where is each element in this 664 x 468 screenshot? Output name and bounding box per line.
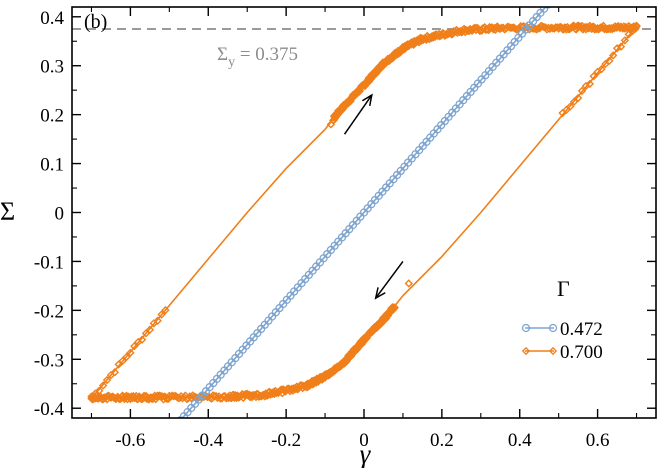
series-0700-marker: [593, 67, 602, 77]
series-0700-marker: [114, 360, 123, 369]
legend-marker: [548, 346, 558, 356]
series-0700-marker: [577, 86, 587, 96]
series-0700-marker: [118, 356, 127, 366]
direction-arrow-shaft: [343, 94, 373, 135]
series-0700-marker: [616, 42, 626, 51]
series-0700-marker: [573, 93, 583, 103]
y-tick-label: -0.3: [34, 350, 64, 371]
legend-marker: [521, 346, 531, 356]
y-tick-label: 0.3: [40, 57, 64, 78]
series-0700-marker: [145, 325, 155, 334]
series-0700-marker: [187, 393, 196, 403]
y-tick-label: -0.1: [34, 252, 64, 273]
y-tick-label: 0.1: [40, 155, 64, 176]
x-tick-label: 0: [359, 430, 369, 451]
x-tick-label: -0.2: [271, 430, 301, 451]
y-tick-label: -0.4: [34, 399, 65, 420]
series-0700-marker: [597, 64, 606, 74]
series-0700-marker: [589, 72, 598, 81]
y-axis-title: Σ: [0, 197, 15, 226]
series-0700-marker: [211, 391, 221, 401]
x-axis-title: γ: [360, 439, 372, 468]
legend-marker: [548, 323, 558, 333]
yield-stress-label: Σy = 0.375: [217, 44, 298, 70]
series-0700-marker: [87, 392, 96, 401]
series-0700-marker: [122, 352, 131, 362]
x-tick-label: -0.4: [193, 430, 224, 451]
direction-arrow-shaft: [375, 260, 404, 299]
series-0700-marker: [624, 30, 633, 39]
series-0700-marker: [404, 279, 413, 288]
series-0700-marker: [581, 81, 591, 91]
plot-content: [72, 7, 656, 418]
series-0700-marker: [620, 36, 630, 45]
series-0700-marker: [601, 59, 610, 69]
series-0700-marker: [141, 329, 151, 338]
series-0472-line: [181, 7, 547, 418]
direction-arrow-head: [374, 287, 386, 300]
series-0700-marker: [161, 305, 170, 315]
yield-label-subscript: y: [228, 55, 235, 70]
series-0700-marker: [512, 25, 521, 34]
x-tick-label: 0.6: [586, 430, 610, 451]
series-0700-marker: [110, 367, 120, 377]
panel-label: (b): [84, 11, 107, 33]
series-0700-marker: [570, 97, 579, 106]
series-0700-marker: [102, 375, 112, 385]
series-0700-marker: [558, 108, 567, 118]
series-0700-marker: [157, 310, 166, 319]
series-0700-marker: [98, 381, 108, 390]
series-0700-marker: [608, 51, 618, 60]
yield-label-sigma: Σ: [217, 44, 228, 65]
x-tick-label: 0.2: [430, 430, 454, 451]
series-0700-marker: [153, 316, 162, 325]
y-tick-label: 0.4: [40, 8, 64, 29]
series-0472-marker: [539, 7, 549, 13]
x-tick-label: -0.6: [115, 430, 145, 451]
legend-label: 0.700: [560, 342, 603, 363]
axis-ticks: -0.6 -0.4 -0.2 0 0.2 0.4 0.6 -0.4 -0.3 -0.2 -0.1 0 0…: [34, 7, 656, 451]
series-0700-marker: [585, 79, 595, 89]
legend-marker: [521, 323, 531, 333]
y-tick-label: 0.2: [40, 106, 64, 127]
yield-label-value: = 0.375: [235, 44, 298, 65]
series-0700-marker: [126, 348, 135, 357]
y-tick-label: -0.2: [34, 301, 64, 322]
series-0700-marker: [632, 21, 641, 30]
series-0472-marker: [544, 7, 552, 9]
series-0700-marker: [137, 335, 147, 344]
legend-title: Γ: [557, 276, 570, 301]
series-0700-marker: [231, 391, 240, 400]
series-0700-marker: [130, 342, 139, 351]
y-tick-label: 0: [55, 204, 65, 225]
legend-label: 0.472: [560, 319, 603, 340]
direction-arrow-head: [361, 93, 373, 107]
x-tick-label: 0.4: [508, 430, 532, 451]
series-0700-marker: [612, 44, 622, 53]
series-0700-marker: [326, 120, 336, 129]
